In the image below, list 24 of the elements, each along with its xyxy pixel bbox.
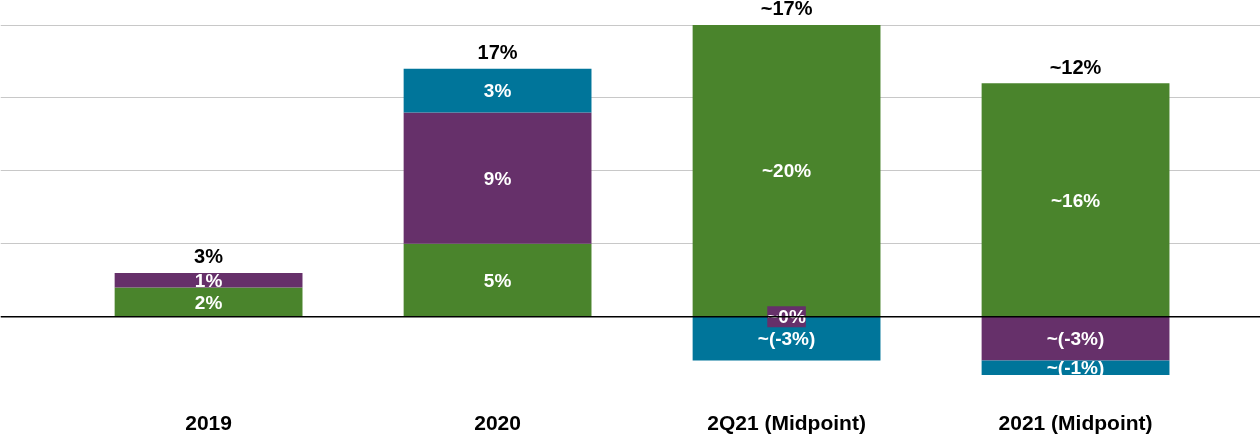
data-label: ~(-3%) (757, 328, 816, 350)
bar (981, 83, 1170, 317)
bar (403, 68, 592, 113)
data-label: 9% (483, 167, 512, 189)
data-label: 3% (483, 80, 512, 102)
bar (114, 287, 303, 317)
data-label: 1% (194, 269, 223, 291)
bar (981, 316, 1170, 361)
x-tick-label: 2020 (474, 410, 521, 434)
total-label: ~17% (760, 0, 813, 20)
total-label: ~12% (1049, 55, 1102, 78)
data-label: 2% (194, 291, 223, 313)
data-label: 5% (483, 269, 512, 291)
x-tick-label: 2Q21 (Midpoint) (707, 410, 866, 434)
data-label: ~16% (1050, 189, 1101, 211)
total-label: 17% (477, 40, 518, 63)
total-label: 3% (194, 245, 224, 268)
data-label: ~20% (761, 160, 812, 182)
bar (403, 243, 592, 317)
data-label: ~(-3%) (1046, 328, 1105, 350)
bar (403, 112, 592, 244)
x-tick-label: 2021 (Midpoint) (998, 410, 1153, 434)
x-tick-label: 2019 (185, 410, 232, 434)
bar (114, 272, 303, 288)
